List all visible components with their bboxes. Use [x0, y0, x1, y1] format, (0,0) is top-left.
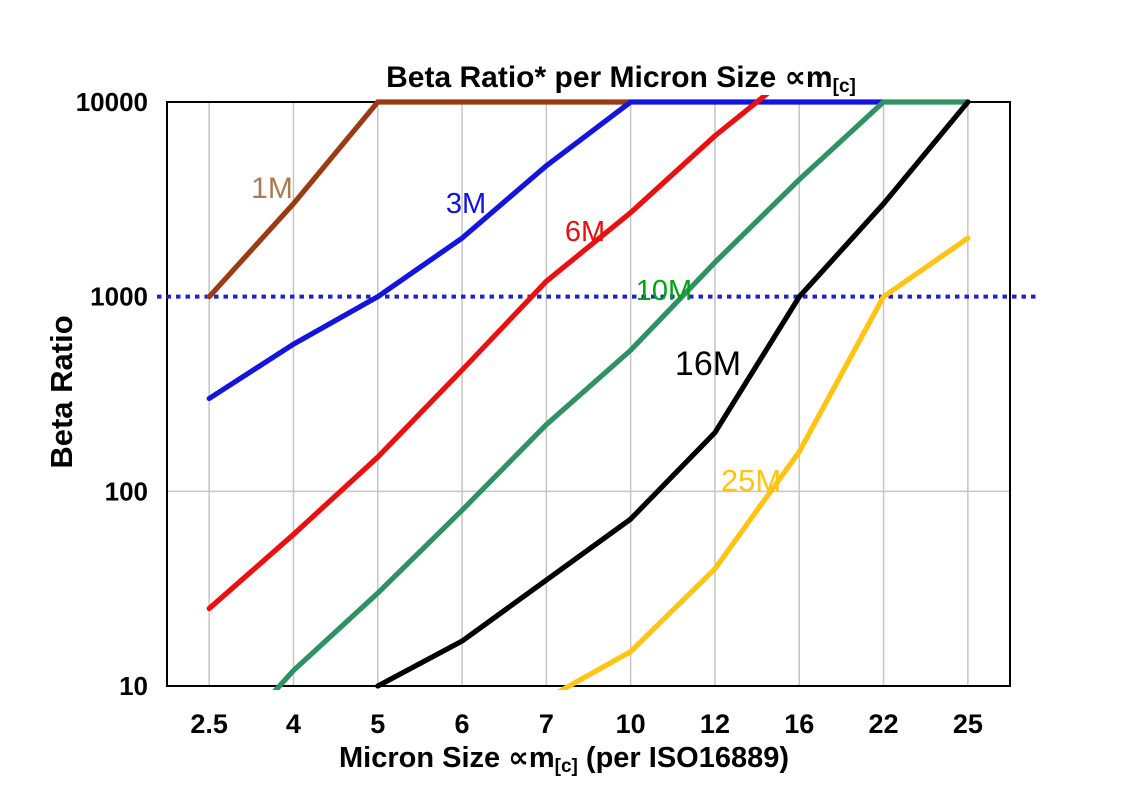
- x-tick-label-2.5: 2.5: [190, 709, 228, 739]
- series-line-16m: [375, 99, 971, 689]
- y-tick-label-10000: 10000: [76, 87, 148, 117]
- x-tick-label-4: 4: [286, 709, 301, 739]
- x-tick-label-12: 12: [700, 709, 730, 739]
- series-line-6m: [206, 95, 770, 612]
- series-line-25m: [556, 235, 971, 690]
- series-line-10m: [272, 99, 971, 690]
- chart-title-text: Beta Ratio* per Micron Size: [386, 61, 785, 94]
- series-line-3m: [206, 99, 887, 402]
- series-label-10m: 10M: [636, 275, 692, 307]
- x-axis-title-subscript: [c]: [554, 755, 578, 777]
- series-label-1m: 1M: [251, 172, 293, 205]
- proportional-symbol: ∝m: [784, 61, 833, 94]
- x-tick-label-22: 22: [869, 709, 899, 739]
- y-tick-label-10: 10: [119, 671, 148, 701]
- y-tick-label-100: 100: [105, 476, 148, 506]
- series-label-16m: 16M: [675, 345, 741, 383]
- series-line-1m: [206, 99, 634, 300]
- x-axis-proportional-symbol: ∝m: [508, 742, 555, 774]
- series-label-6m: 6M: [565, 216, 605, 248]
- x-tick-label-7: 7: [539, 709, 554, 739]
- chart-title: Beta Ratio* per Micron Size ∝m[c]: [170, 60, 1072, 98]
- x-tick-label-25: 25: [953, 709, 983, 739]
- series-label-25m: 25M: [721, 463, 781, 498]
- chart-title-subscript: [c]: [832, 75, 856, 97]
- series-label-3m: 3M: [446, 188, 486, 220]
- x-tick-label-10: 10: [616, 709, 646, 739]
- x-axis-title-suffix: (per ISO16889): [577, 742, 790, 774]
- x-tick-label-5: 5: [370, 709, 385, 739]
- y-tick-label-1000: 1000: [90, 282, 148, 312]
- x-axis-title: Micron Size ∝m[c] (per ISO16889): [160, 740, 968, 778]
- x-axis-title-text: Micron Size: [338, 742, 509, 774]
- x-tick-label-6: 6: [455, 709, 470, 739]
- y-axis-title: Beta Ratio: [44, 315, 79, 469]
- x-tick-label-16: 16: [784, 709, 814, 739]
